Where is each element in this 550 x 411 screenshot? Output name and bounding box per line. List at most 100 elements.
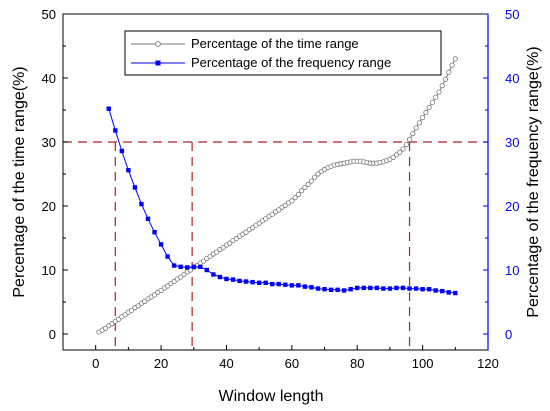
frequency-range-point: [355, 285, 360, 291]
frequency-range-point: [420, 287, 425, 292]
frequency-range-point: [453, 290, 458, 296]
frequency-range-point: [283, 282, 288, 287]
frequency-range-point: [165, 254, 170, 259]
x-tick-label: 120: [477, 356, 499, 371]
frequency-range-point: [276, 281, 281, 287]
frequency-range-point: [309, 285, 314, 290]
frequency-range-point: [263, 280, 268, 285]
time-range-point: [142, 298, 148, 304]
right-y-tick-label: 30: [505, 135, 519, 150]
frequency-range-point: [413, 286, 419, 291]
frequency-range-point: [368, 285, 373, 291]
time-range-point: [269, 211, 275, 217]
time-range-point: [406, 136, 413, 143]
frequency-range-point: [198, 264, 203, 269]
time-range-point: [115, 316, 122, 322]
frequency-range-point: [302, 284, 308, 289]
frequency-range-point: [387, 286, 393, 291]
right-y-tick-label: 20: [505, 199, 519, 214]
right-y-axis-ticks: 0 10 20 30 40 50: [483, 7, 519, 350]
frequency-range-point: [374, 285, 380, 291]
frequency-range-point: [132, 185, 138, 190]
time-range-point: [171, 278, 177, 285]
reference-lines: [63, 141, 488, 350]
frequency-range-point: [250, 279, 255, 285]
time-range-point: [305, 181, 311, 187]
frequency-range-point: [158, 242, 164, 247]
frequency-range-point: [217, 274, 223, 280]
x-tick-label: 0: [92, 356, 99, 371]
frequency-range-point: [270, 281, 275, 287]
left-y-tick-label: 20: [42, 199, 56, 214]
frequency-range-point: [394, 285, 399, 291]
x-axis-title: Window length: [219, 388, 324, 405]
time-range-point: [181, 271, 187, 278]
time-range-point: [178, 274, 184, 280]
time-range-point: [129, 307, 135, 313]
time-range-point: [135, 303, 141, 309]
frequency-range-point: [106, 106, 111, 111]
frequency-range-point: [191, 264, 196, 269]
frequency-range-point: [145, 216, 151, 221]
time-range-point: [308, 178, 315, 184]
time-range-point: [292, 195, 298, 201]
time-range-point: [433, 94, 439, 100]
frequency-range-point: [335, 287, 340, 293]
frequency-range-point: [204, 267, 210, 273]
time-range-point: [410, 131, 416, 137]
frequency-range-point: [440, 288, 445, 294]
time-range-point: [312, 174, 318, 180]
left-y-axis-ticks: 0 10 20 30 40 50: [42, 7, 68, 342]
frequency-range-point: [243, 279, 249, 284]
legend: Percentage of the time range Percentage …: [124, 30, 442, 76]
left-y-tick-label: 0: [49, 327, 56, 342]
right-y-axis-title: Percentage of the frequency range(%): [525, 46, 542, 317]
time-range-point: [243, 229, 249, 235]
x-tick-label: 40: [219, 356, 233, 371]
frequency-range-point: [361, 285, 366, 291]
time-range-point: [122, 312, 128, 318]
frequency-range-point: [126, 167, 131, 173]
x-tick-label: 20: [154, 356, 168, 371]
frequency-range-point: [139, 201, 144, 207]
left-y-tick-label: 30: [42, 135, 56, 150]
time-range-point: [393, 152, 400, 158]
time-range-point: [151, 292, 158, 298]
time-range-point: [200, 258, 207, 264]
time-range-point: [276, 207, 282, 213]
frequency-range-point: [256, 280, 262, 285]
frequency-range-point: [224, 276, 229, 282]
left-y-tick-label: 40: [42, 71, 56, 86]
time-range-point: [449, 62, 455, 68]
right-y-tick-label: 50: [505, 7, 519, 22]
frequency-range-point: [289, 283, 295, 288]
time-range-point: [452, 56, 458, 62]
time-range-point: [426, 104, 432, 111]
time-range-point: [207, 253, 213, 260]
series-line-1: [108, 108, 456, 294]
frequency-range-point: [171, 263, 177, 268]
x-tick-label: 80: [350, 356, 364, 371]
frequency-range-point: [400, 285, 406, 291]
time-range-point: [256, 220, 262, 226]
frequency-range-point: [381, 286, 386, 291]
frequency-range-point: [152, 230, 157, 235]
time-range-point: [289, 198, 295, 204]
x-tick-label: 60: [285, 356, 299, 371]
frequency-range-point: [296, 283, 301, 288]
time-range-point: [165, 283, 171, 289]
legend-box: [124, 30, 442, 76]
legend-label-time: Percentage of the time range: [191, 36, 359, 51]
time-range-point: [416, 120, 422, 126]
time-range-point: [109, 321, 115, 327]
legend-items: [131, 41, 185, 66]
frequency-range-point: [446, 290, 451, 295]
right-y-tick-label: 10: [505, 263, 519, 278]
frequency-range-point: [230, 277, 236, 282]
frequency-range-point: [341, 288, 347, 293]
time-range-point: [227, 240, 233, 246]
time-range-point: [295, 191, 301, 198]
frequency-range-point: [322, 287, 327, 292]
